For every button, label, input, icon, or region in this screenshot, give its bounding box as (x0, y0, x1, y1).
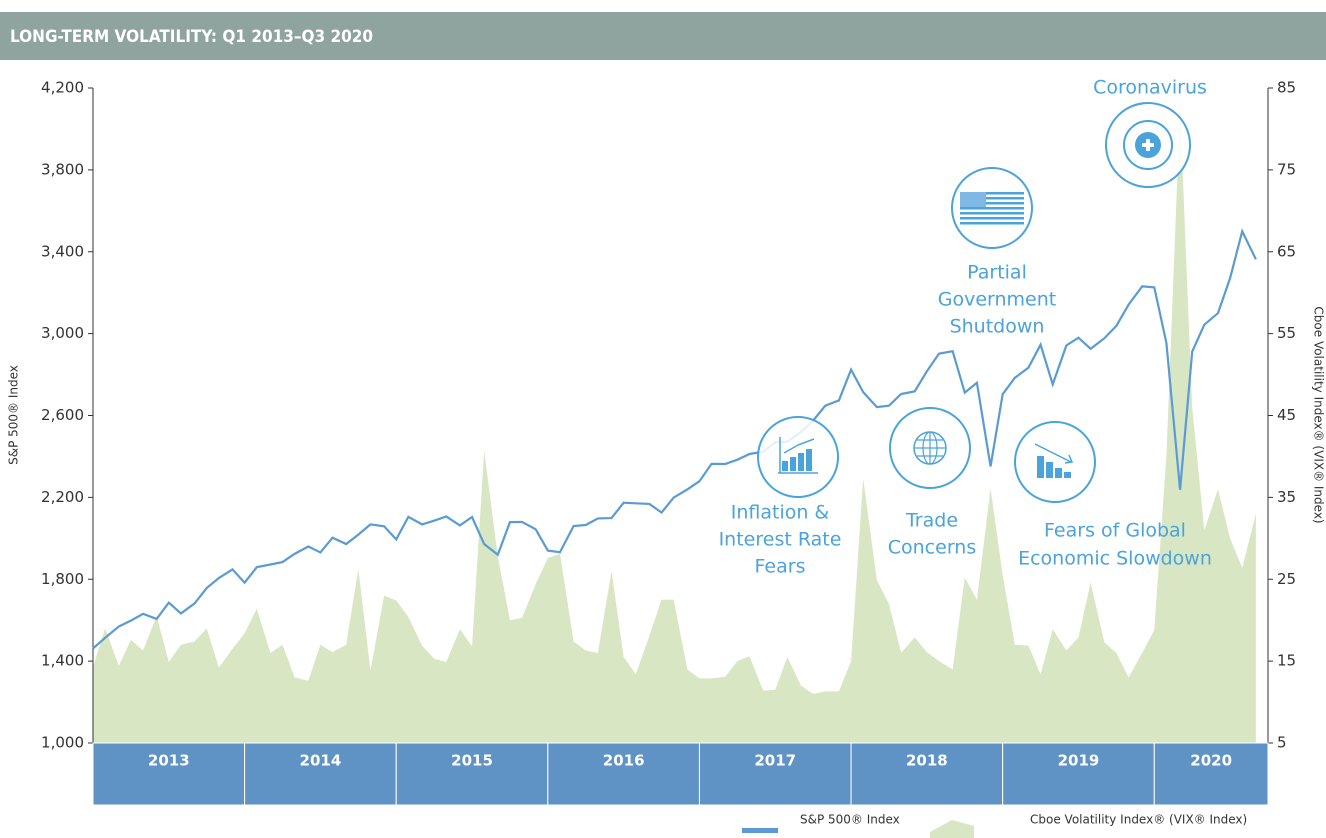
legend-swatch (742, 828, 778, 833)
legend-label: S&P 500® Index (800, 813, 900, 827)
y2-tick-label: 45 (1277, 406, 1296, 424)
y-tick-label: 3,000 (41, 324, 84, 342)
icon-stripe (960, 202, 1024, 205)
x-category-label: 2013 (148, 752, 190, 770)
y2-tick-label: 65 (1277, 242, 1296, 260)
y2-tick-label: 25 (1277, 570, 1296, 588)
chart-title: LONG-TERM VOLATILITY: Q1 2013–Q3 2020 (10, 27, 373, 47)
icon-stripe (960, 192, 1024, 195)
annotation-text: Fears of Global (1044, 520, 1186, 542)
annotation-text: Shutdown (950, 316, 1045, 338)
y2-tick-label: 75 (1277, 160, 1296, 178)
x-category-label: 2020 (1190, 752, 1232, 770)
icon-bar (1046, 462, 1053, 478)
year-band (850, 742, 1004, 806)
annotation-text: Economic Slowdown (1018, 548, 1212, 570)
icon-canton (960, 192, 986, 207)
annotation-icon (1014, 421, 1096, 503)
year-band (395, 742, 549, 806)
x-category-label: 2018 (906, 752, 948, 770)
icon-bar (798, 453, 804, 471)
x-category-label: 2019 (1058, 752, 1100, 770)
icon-arrow (778, 437, 818, 474)
icon-bar (1037, 456, 1044, 478)
sp500-line (92, 228, 1257, 650)
year-band (244, 742, 397, 806)
x-category-label: 2017 (754, 752, 796, 770)
y2-tick-label: 15 (1277, 652, 1296, 670)
y-axis-label: S&P 500® Index (7, 365, 21, 465)
x-category-label: 2016 (603, 752, 645, 770)
icon-bar (782, 461, 788, 471)
legend-swatch (930, 820, 974, 838)
y2-tick-label: 55 (1277, 324, 1296, 342)
x-category-label: 2015 (451, 752, 493, 770)
annotation-text: Inflation & (731, 502, 830, 524)
icon-arrow (1034, 443, 1074, 464)
icon-stripe (960, 212, 1024, 215)
header-band (0, 12, 1326, 60)
vix-area (93, 106, 1256, 744)
icon-meridian (922, 431, 938, 465)
y-tick-label: 3,400 (41, 242, 84, 260)
icon-bar (1064, 472, 1071, 478)
y2-tick-label: 85 (1277, 79, 1296, 97)
legend-label: Cboe Volatility Index® (VIX® Index) (1030, 813, 1247, 827)
annotation-text: Interest Rate (719, 529, 842, 551)
year-band (92, 742, 246, 806)
y-tick-label: 4,200 (41, 79, 84, 97)
annotation-text: Partial (967, 262, 1027, 284)
icon-stripe (960, 197, 1024, 200)
year-band (1002, 742, 1155, 806)
icon-stripe (960, 222, 1024, 225)
x-category-label: 2014 (300, 752, 342, 770)
year-band (1153, 742, 1269, 806)
y2-tick-label: 5 (1277, 734, 1287, 752)
icon-stripe (960, 207, 1024, 210)
icon-meridians (914, 432, 946, 464)
year-band (547, 742, 700, 806)
icon-stripe (960, 217, 1024, 220)
annotation-text: Trade (905, 510, 958, 532)
y-tick-label: 3,800 (41, 160, 84, 178)
y2-axis-label: Cboe Volatility Index® (VIX® Index) (1312, 306, 1326, 523)
annotation-text: Government (938, 289, 1057, 311)
y-tick-label: 2,200 (41, 488, 84, 506)
y-tick-label: 1,800 (41, 570, 84, 588)
y2-tick-label: 35 (1277, 488, 1296, 506)
icon-bar (806, 449, 812, 471)
y-tick-label: 1,400 (41, 652, 84, 670)
y-tick-label: 1,000 (41, 734, 84, 752)
y-tick-label: 2,600 (41, 406, 84, 424)
annotation-text: Fears (755, 556, 806, 578)
annotation-text: Coronavirus (1093, 77, 1207, 99)
icon-bar (1055, 468, 1062, 478)
icon-ring (1123, 120, 1173, 170)
icon-cross (1142, 139, 1154, 151)
icon-bar (790, 457, 796, 471)
year-band (698, 742, 852, 806)
annotation-text: Concerns (888, 537, 977, 559)
